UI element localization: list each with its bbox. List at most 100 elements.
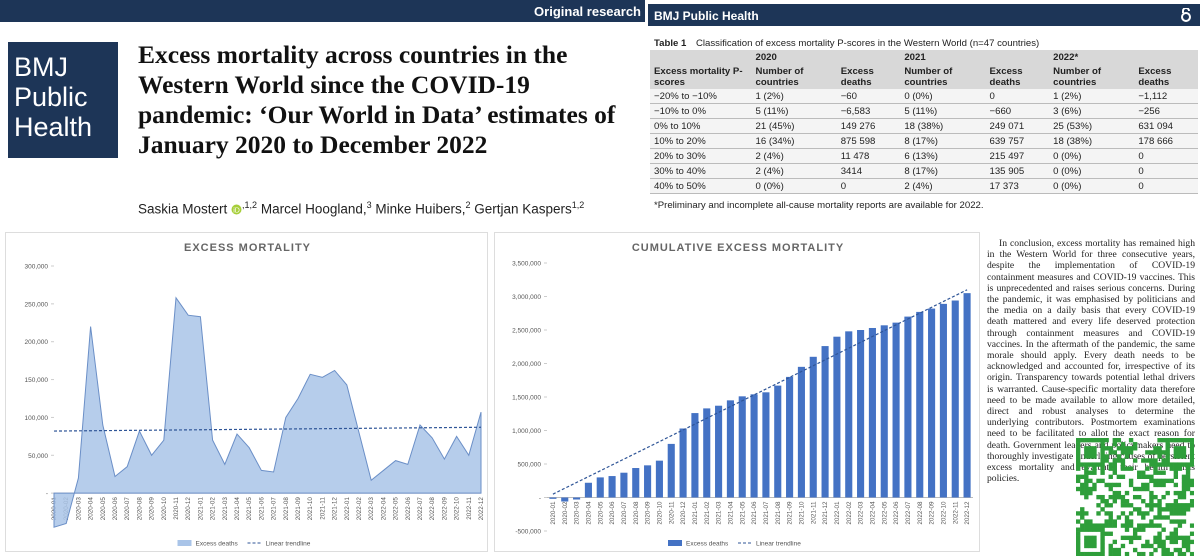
qr-module [1173,454,1179,459]
caption-text: Classification of excess mortality P-sco… [695,37,1040,49]
qr-module [1100,547,1105,553]
x-tick-label: 2021-10 [307,497,314,521]
qr-module [1076,531,1081,536]
column-row: Excess mortality P-scores Number of count… [650,64,1198,89]
x-tick-label: 2022-02 [356,497,363,521]
qr-module [1132,458,1138,463]
qr-module [1153,515,1158,520]
qr-module [1141,482,1146,488]
qr-module [1124,535,1130,541]
qr-module [1076,442,1081,447]
qr-module [1153,523,1158,528]
qr-code [1076,438,1194,556]
qr-module [1169,507,1174,512]
qr-module [1084,519,1089,524]
qr-module [1124,466,1130,471]
qr-module [1177,523,1183,528]
qr-module [1153,446,1158,451]
x-tick-label: 2020-04 [88,497,95,521]
bar [963,293,971,498]
qr-module [1141,551,1146,556]
qr-module [1165,490,1170,496]
x-tick-label: 2021-09 [787,501,794,525]
qr-module [1149,450,1154,455]
qr-module [1124,446,1130,451]
qr-module [1161,507,1166,512]
cell: 2 (4%) [751,163,837,179]
bar [703,408,711,498]
qr-module [1100,478,1105,484]
cell: 18 (38%) [1049,133,1135,149]
caption-label: Table 1 [654,37,687,49]
cell: 5 (11%) [900,103,986,119]
qr-module [1120,503,1126,508]
qr-module [1116,547,1122,553]
qr-module [1096,478,1101,484]
qr-module [1165,438,1170,443]
qr-module [1185,438,1191,443]
qr-module [1076,478,1081,484]
qr-module [1096,551,1101,556]
bar [797,366,805,498]
qr-module [1084,474,1089,479]
cell: 135 905 [985,163,1050,179]
x-tick-label: 2022-04 [869,501,876,525]
qr-module [1120,511,1126,516]
qr-module [1145,543,1150,549]
qr-module [1120,462,1126,467]
qr-module [1153,535,1158,541]
qr-module [1120,474,1126,479]
column-header: Excess deaths [836,64,901,89]
x-tick-label: 2022-10 [454,497,461,521]
qr-module [1153,482,1158,488]
column-header: Excess deaths [985,64,1050,89]
qr-module [1088,527,1093,532]
x-tick-label: 2020-08 [136,497,143,521]
qr-module [1100,466,1105,471]
qr-module [1189,539,1194,545]
qr-module [1189,442,1194,447]
qr-module [1185,543,1191,549]
section-label: Original research [534,4,641,19]
x-tick-label: 2021-11 [810,501,817,524]
qr-module [1080,523,1085,528]
qr-module [1080,551,1085,556]
qr-module [1157,482,1162,488]
qr-module [1124,523,1130,528]
qr-module [1189,531,1194,536]
qr-module [1132,446,1138,451]
table-row: −20% to −10% 1 (2%) −60 0 (0%) 0 1 (2%) −1,112 [650,89,1198,104]
qr-module [1173,462,1179,467]
x-tick-label: 2020-01 [550,501,557,525]
y-tick-label: 1,000,000 [512,428,541,435]
qr-module [1153,450,1158,455]
qr-module [1112,470,1117,475]
qr-module [1120,523,1126,528]
cell: 8 (17%) [900,163,986,179]
x-tick-label: 2020-04 [585,501,592,525]
logo-line: BMJ [14,52,68,82]
x-tick-label: 2020-07 [124,497,131,521]
qr-module [1132,442,1138,447]
qr-module [1169,438,1174,443]
bar [549,497,557,499]
qr-module [1084,438,1089,443]
qr-module [1153,458,1158,463]
qr-module [1116,551,1122,556]
qr-module [1080,515,1085,520]
y-tick-label: 500,000 [518,462,542,469]
qr-module [1084,523,1089,528]
qr-module [1145,474,1150,479]
legend-swatch [177,540,192,546]
qr-module [1108,462,1113,467]
qr-module [1165,515,1170,520]
qr-module [1165,507,1170,512]
qr-module [1149,507,1154,512]
x-tick-label: 2022-01 [834,501,841,525]
qr-module [1124,490,1130,496]
chart-title: CUMULATIVE EXCESS MORTALITY [632,242,844,254]
qr-module [1177,507,1183,512]
cell: 3414 [836,163,901,179]
qr-module [1173,438,1179,443]
